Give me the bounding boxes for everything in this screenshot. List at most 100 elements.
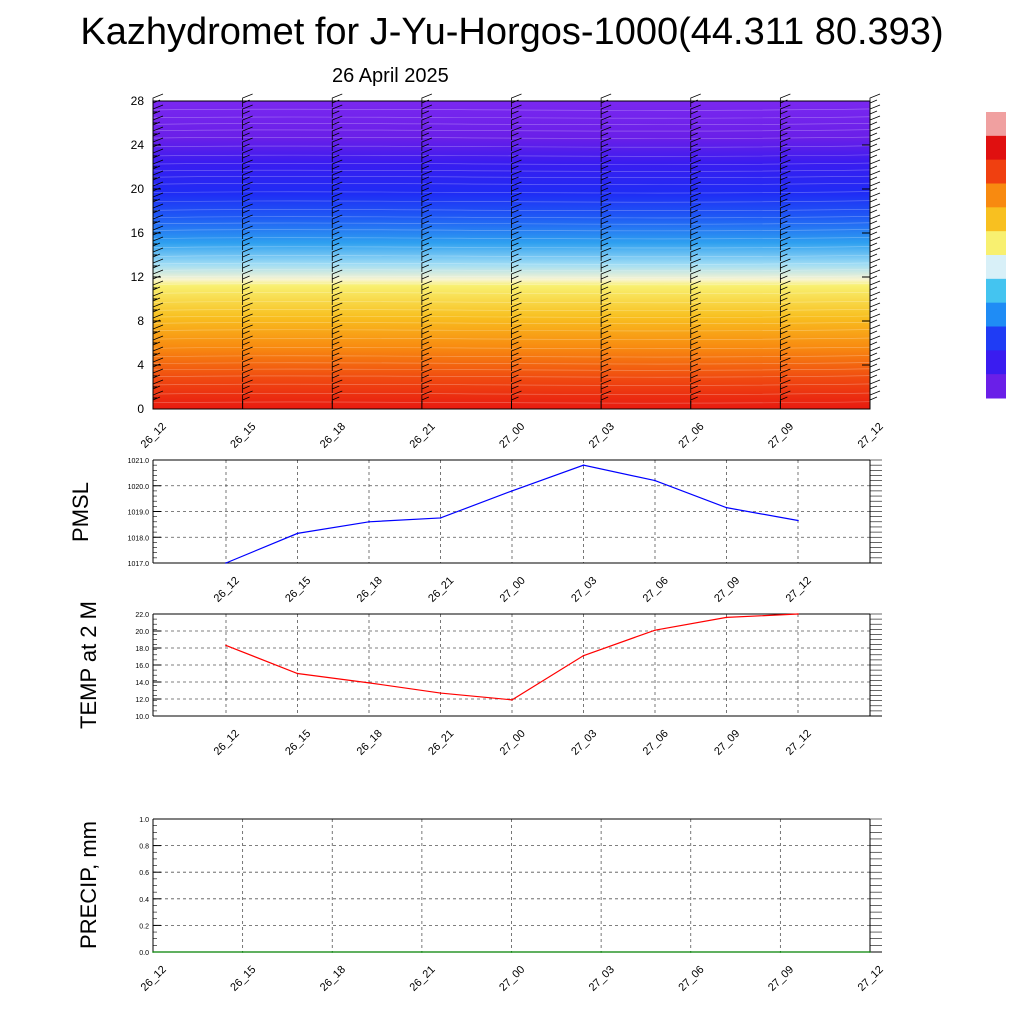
wind-barb (779, 357, 791, 371)
wind-barb (152, 236, 164, 250)
wind-barb (242, 236, 253, 250)
colorbar-swatch (986, 255, 1006, 280)
wind-barb (242, 214, 253, 228)
wind-barb (152, 214, 164, 228)
precip-xtick-label: 26_21 (408, 964, 438, 994)
pmsl-xtick-label: 27_06 (641, 575, 671, 605)
wind-barb (779, 137, 791, 151)
wind-barb (511, 379, 522, 393)
precip-xtick-label: 27_03 (587, 964, 617, 994)
wind-barb (690, 115, 701, 129)
wind-barb (869, 115, 881, 129)
heatmap-xtick-label: 27_06 (676, 421, 706, 451)
temp-ytick-label: 10.0 (135, 714, 149, 721)
wind-barb (152, 170, 164, 184)
temp-data-point (225, 644, 227, 647)
pmsl-xtick-label: 26_21 (426, 575, 456, 605)
wind-barb (869, 126, 881, 140)
temp-data-point (654, 629, 656, 631)
wind-barb (690, 225, 701, 239)
temp-xtick-label: 27_06 (641, 728, 671, 758)
pmsl-xtick-label: 27_00 (498, 575, 528, 605)
contour-line (152, 229, 871, 232)
wind-barb (242, 104, 253, 118)
wind-barb (152, 148, 164, 162)
wind-barb (779, 159, 791, 173)
wind-barb (600, 258, 612, 272)
wind-barb (511, 368, 522, 382)
pmsl-panel: 1017.0 1018.0 1019.0 1020.0 1021.0 26_12 26_15… (68, 458, 882, 605)
wind-barb (331, 214, 343, 228)
contour-line (152, 346, 871, 349)
wind-barb (690, 192, 701, 206)
temp-data-point (797, 613, 799, 615)
wind-barb (690, 346, 701, 360)
wind-barb (331, 280, 343, 294)
wind-barb (690, 170, 701, 184)
pmsl-ylabel: PMSL (68, 482, 93, 542)
wind-barb (690, 313, 701, 327)
precip-data-point (779, 951, 782, 953)
precip-data-point (869, 951, 871, 953)
temp-data-point (439, 692, 442, 694)
wind-barb (331, 346, 343, 360)
wind-barb (690, 181, 701, 195)
wind-barb (779, 115, 791, 129)
wind-barb (869, 148, 881, 162)
wind-barb (869, 181, 881, 195)
wind-barb (779, 170, 791, 184)
colorbar-swatch (986, 350, 1006, 375)
chart-date: 26 April 2025 (332, 65, 449, 87)
contour-line (152, 175, 871, 178)
wind-barb (869, 247, 881, 261)
precip-ytick-label: 0.8 (139, 844, 149, 851)
wind-barb (869, 137, 881, 151)
wind-barb (242, 379, 253, 393)
wind-barb (600, 368, 612, 382)
wind-barb (690, 335, 701, 349)
wind-barb (242, 302, 253, 316)
pmsl-ytick-label: 1021.0 (128, 458, 150, 465)
wind-barb (421, 368, 433, 382)
contour-line (152, 392, 871, 395)
colorbar-swatch (986, 326, 1006, 351)
wind-barb (152, 269, 164, 283)
wind-barb (511, 104, 522, 118)
precip-ytick-label: 0.6 (139, 870, 149, 877)
contour-line (152, 401, 871, 404)
wind-barb (779, 192, 791, 206)
wind-barb (869, 269, 881, 283)
wind-barb (869, 335, 881, 349)
pmsl-ytick-label: 1017.0 (128, 561, 150, 568)
wind-barb (779, 390, 791, 404)
wind-barb (331, 104, 343, 118)
wind-barb (779, 324, 791, 338)
wind-barb (242, 346, 253, 360)
contour-line (152, 309, 871, 312)
precip-data-point (600, 951, 602, 953)
wind-barb (869, 357, 881, 371)
pmsl-xtick-label: 26_18 (355, 575, 385, 605)
wind-barb (331, 379, 343, 393)
wind-barb (511, 247, 522, 261)
wind-barb (600, 159, 612, 173)
wind-barb (511, 390, 522, 404)
contour-line (152, 129, 871, 132)
contour-line (152, 262, 871, 265)
wind-barb (242, 324, 253, 338)
temp-xtick-label: 27_12 (784, 728, 814, 758)
contour-line (152, 383, 871, 386)
wind-barb (331, 368, 343, 382)
temp-xtick-label: 27_03 (569, 728, 599, 758)
wind-barb (331, 192, 343, 206)
precip-data-point (510, 951, 513, 953)
wind-barb (421, 137, 433, 151)
wind-barb (511, 214, 522, 228)
wind-barb (690, 159, 701, 173)
wind-barb (152, 203, 164, 217)
wind-barb (690, 93, 701, 107)
contour-line (152, 275, 871, 278)
wind-barb (869, 170, 881, 184)
colorbar-swatch (986, 135, 1006, 161)
temp-ylabel: TEMP at 2 M (76, 601, 101, 729)
